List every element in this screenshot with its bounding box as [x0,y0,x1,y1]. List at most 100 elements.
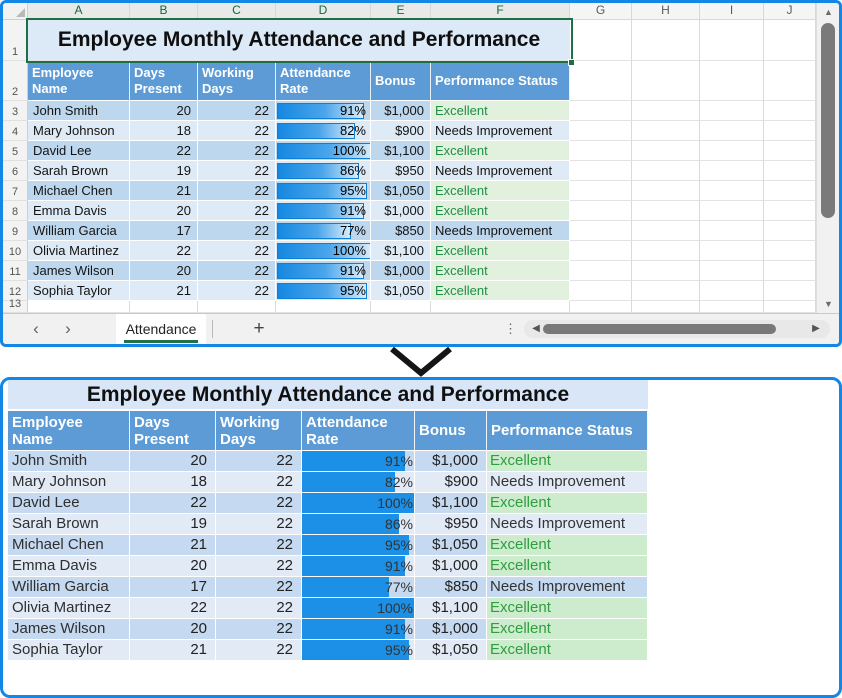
horizontal-scrollbar-thumb[interactable] [543,324,776,334]
empty-cell[interactable] [700,241,764,261]
empty-cell[interactable] [632,241,700,261]
empty-cell[interactable] [632,281,700,301]
select-all-corner[interactable] [3,3,28,20]
cell-attendance-rate[interactable]: 95% [276,281,371,301]
empty-cell[interactable] [632,261,700,281]
cell-working-days[interactable]: 22 [198,141,276,161]
empty-cell[interactable] [570,261,632,281]
empty-cell[interactable] [764,221,816,241]
cell-working-days[interactable]: 22 [198,221,276,241]
cell-attendance-rate[interactable]: 91% [276,261,371,281]
empty-cell[interactable] [570,101,632,121]
cell-attendance-rate[interactable]: 100% [276,141,371,161]
cell-working-days[interactable]: 22 [198,241,276,261]
empty-cell[interactable] [700,181,764,201]
vertical-scrollbar[interactable]: ▲ ▼ [816,3,839,313]
cell-days-present[interactable]: 19 [130,161,198,181]
cell-days-present[interactable]: 20 [130,201,198,221]
cell-performance-status[interactable]: Excellent [431,201,570,221]
cell-employee-name[interactable]: Sophia Taylor [28,281,130,301]
cell-performance-status[interactable]: Excellent [431,101,570,121]
scroll-up-icon[interactable]: ▲ [824,7,833,17]
sheet-tab-attendance[interactable]: Attendance [116,314,206,344]
row-number-5[interactable]: 5 [3,141,28,161]
row-number-2[interactable]: 2 [3,61,28,101]
cell-working-days[interactable]: 22 [198,181,276,201]
empty-cell[interactable] [700,121,764,141]
scroll-left-icon[interactable]: ◀ [532,323,540,334]
row-number-12[interactable]: 12 [3,281,28,301]
cell-days-present[interactable]: 17 [130,221,198,241]
cell-bonus[interactable]: $1,100 [371,241,431,261]
empty-cell[interactable] [700,201,764,221]
row-number-9[interactable]: 9 [3,221,28,241]
empty-cell[interactable] [276,301,371,313]
cell-performance-status[interactable]: Excellent [431,281,570,301]
cell-performance-status[interactable]: Needs Improvement [431,161,570,181]
empty-cell[interactable] [632,101,700,121]
empty-cell[interactable] [632,301,700,313]
fill-handle[interactable] [568,59,575,66]
empty-cell[interactable] [570,201,632,221]
cell-employee-name[interactable]: Sarah Brown [28,161,130,181]
cell-attendance-rate[interactable]: 82% [276,121,371,141]
row-number-11[interactable]: 11 [3,261,28,281]
empty-cell[interactable] [764,61,816,101]
cell-employee-name[interactable]: Mary Johnson [28,121,130,141]
column-header-D[interactable]: D [276,3,371,20]
empty-cell[interactable] [632,181,700,201]
empty-cell[interactable] [764,101,816,121]
cell-bonus[interactable]: $900 [371,121,431,141]
empty-cell[interactable] [632,141,700,161]
empty-cell[interactable] [632,201,700,221]
cell-bonus[interactable]: $1,000 [371,261,431,281]
row-number-10[interactable]: 10 [3,241,28,261]
cell-performance-status[interactable]: Needs Improvement [431,221,570,241]
row-number-3[interactable]: 3 [3,101,28,121]
cell-attendance-rate[interactable]: 86% [276,161,371,181]
cell-bonus[interactable]: $1,050 [371,281,431,301]
cell-employee-name[interactable]: John Smith [28,101,130,121]
next-sheet-icon[interactable]: › [65,319,71,338]
empty-cell[interactable] [570,221,632,241]
empty-cell[interactable] [764,241,816,261]
empty-cell[interactable] [570,121,632,141]
empty-cell[interactable] [371,301,431,313]
cell-attendance-rate[interactable]: 95% [276,181,371,201]
empty-cell[interactable] [570,61,632,101]
empty-cell[interactable] [632,221,700,241]
empty-cell[interactable] [700,161,764,181]
cell-days-present[interactable]: 20 [130,101,198,121]
cell-days-present[interactable]: 21 [130,181,198,201]
empty-cell[interactable] [764,301,816,313]
scroll-down-icon[interactable]: ▼ [824,299,833,309]
empty-cell[interactable] [570,301,632,313]
row-number-8[interactable]: 8 [3,201,28,221]
empty-cell[interactable] [632,161,700,181]
empty-cell[interactable] [700,221,764,241]
cell-bonus[interactable]: $1,100 [371,141,431,161]
cell-days-present[interactable]: 21 [130,281,198,301]
empty-cell[interactable] [764,181,816,201]
empty-cell[interactable] [700,61,764,101]
column-header-H[interactable]: H [632,3,700,20]
empty-cell[interactable] [570,241,632,261]
cell-working-days[interactable]: 22 [198,101,276,121]
column-header-A[interactable]: A [28,3,130,20]
cell-working-days[interactable]: 22 [198,161,276,181]
empty-cell[interactable] [764,20,816,61]
empty-cell[interactable] [700,20,764,61]
header-cell[interactable]: Bonus [371,61,431,101]
row-number-6[interactable]: 6 [3,161,28,181]
empty-cell[interactable] [632,121,700,141]
cell-employee-name[interactable]: James Wilson [28,261,130,281]
cell-attendance-rate[interactable]: 100% [276,241,371,261]
cell-employee-name[interactable]: David Lee [28,141,130,161]
empty-cell[interactable] [700,101,764,121]
empty-cell[interactable] [28,301,130,313]
cell-performance-status[interactable]: Needs Improvement [431,121,570,141]
column-header-B[interactable]: B [130,3,198,20]
empty-cell[interactable] [764,161,816,181]
column-header-E[interactable]: E [371,3,431,20]
cell-attendance-rate[interactable]: 91% [276,201,371,221]
